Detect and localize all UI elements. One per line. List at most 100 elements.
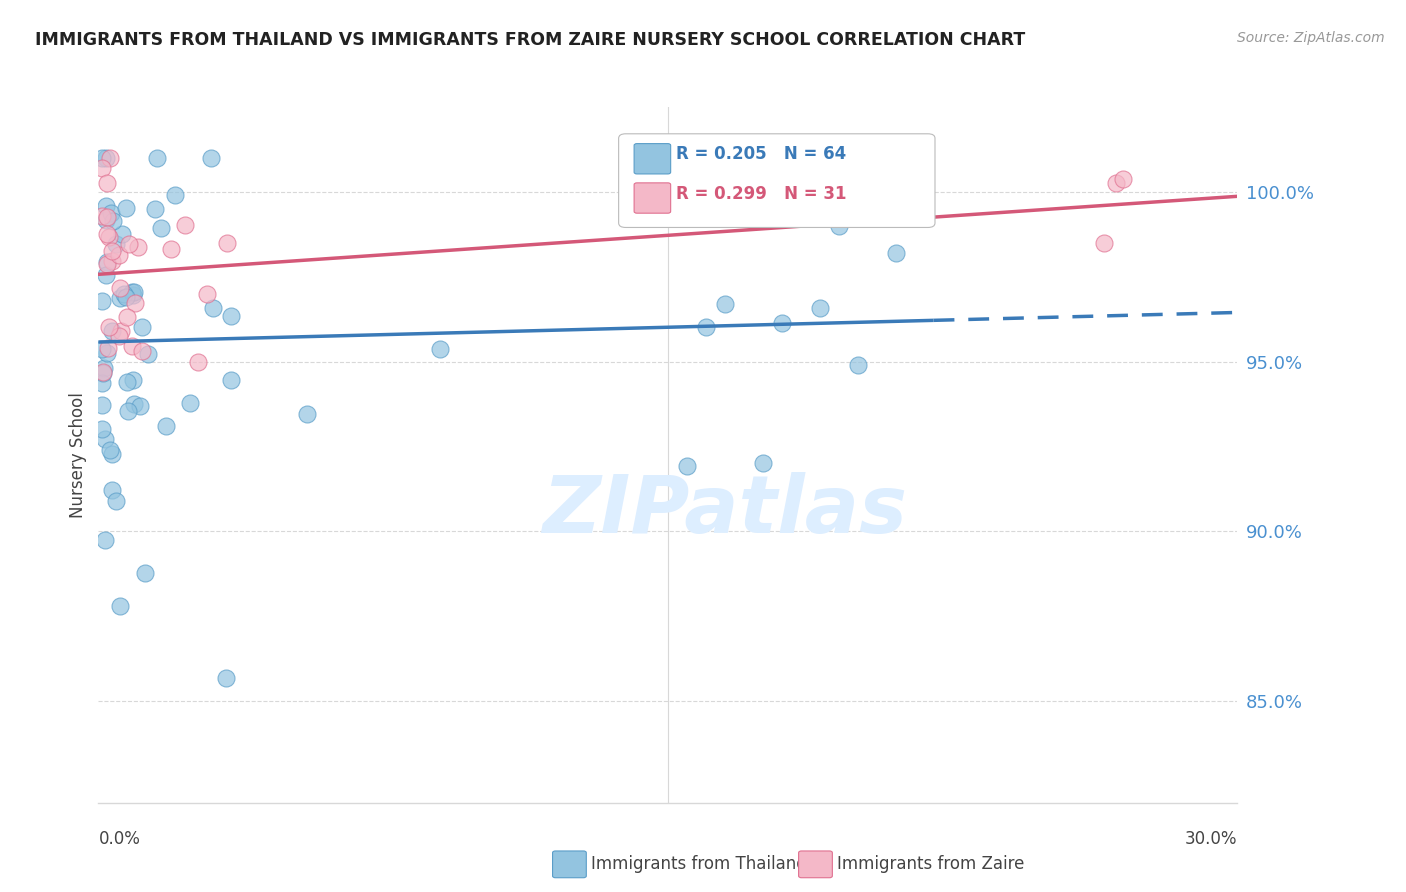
- Point: [108, 248, 131, 262]
- Point: [179, 395, 201, 409]
- Point: [122, 373, 145, 387]
- Point: [146, 151, 169, 165]
- Point: [187, 355, 209, 369]
- Point: [808, 301, 831, 315]
- Point: [121, 339, 143, 353]
- Point: [115, 375, 138, 389]
- Text: Immigrants from Zaire: Immigrants from Zaire: [837, 855, 1024, 873]
- Point: [217, 235, 239, 250]
- Point: [122, 287, 145, 301]
- Point: [201, 301, 224, 316]
- Text: ZIPatlas: ZIPatlas: [543, 472, 907, 549]
- Point: [1112, 171, 1135, 186]
- Point: [200, 151, 222, 165]
- Point: [108, 281, 131, 295]
- Text: R = 0.299   N = 31: R = 0.299 N = 31: [676, 185, 846, 202]
- Point: [221, 373, 243, 387]
- Point: [131, 344, 153, 359]
- Point: [93, 366, 115, 380]
- Point: [110, 599, 132, 613]
- Point: [108, 291, 131, 305]
- Point: [110, 324, 132, 338]
- Point: [134, 566, 156, 581]
- Point: [94, 199, 117, 213]
- Point: [91, 366, 114, 380]
- Point: [429, 342, 451, 356]
- Point: [131, 320, 153, 334]
- Point: [93, 361, 115, 376]
- Point: [884, 246, 907, 260]
- Point: [884, 207, 907, 221]
- Point: [124, 397, 146, 411]
- Y-axis label: Nursery School: Nursery School: [69, 392, 87, 518]
- Point: [110, 227, 132, 241]
- Point: [118, 237, 141, 252]
- Point: [115, 290, 138, 304]
- Point: [98, 151, 121, 165]
- Point: [98, 443, 121, 458]
- Text: R = 0.205   N = 64: R = 0.205 N = 64: [676, 145, 846, 163]
- Point: [105, 237, 128, 252]
- Point: [108, 329, 131, 343]
- Point: [94, 432, 117, 446]
- Point: [150, 220, 173, 235]
- Point: [155, 419, 177, 434]
- Point: [714, 297, 737, 311]
- Point: [104, 494, 127, 508]
- Point: [846, 358, 869, 372]
- Point: [91, 422, 114, 436]
- Point: [215, 671, 238, 685]
- Point: [94, 212, 117, 227]
- Point: [160, 242, 183, 256]
- Point: [138, 347, 160, 361]
- Point: [114, 201, 136, 215]
- Point: [91, 161, 114, 175]
- Point: [695, 320, 717, 334]
- Point: [121, 285, 143, 300]
- Point: [96, 211, 118, 225]
- Text: IMMIGRANTS FROM THAILAND VS IMMIGRANTS FROM ZAIRE NURSERY SCHOOL CORRELATION CHA: IMMIGRANTS FROM THAILAND VS IMMIGRANTS F…: [35, 31, 1025, 49]
- Text: Source: ZipAtlas.com: Source: ZipAtlas.com: [1237, 31, 1385, 45]
- Point: [112, 286, 135, 301]
- Point: [195, 286, 218, 301]
- Point: [96, 268, 118, 282]
- Point: [752, 456, 775, 470]
- Point: [101, 254, 124, 268]
- Point: [163, 188, 186, 202]
- Point: [98, 230, 121, 244]
- Point: [174, 218, 197, 232]
- Point: [117, 404, 139, 418]
- Point: [122, 285, 145, 300]
- Point: [115, 310, 138, 325]
- Point: [91, 376, 114, 391]
- Text: 0.0%: 0.0%: [98, 830, 141, 848]
- Point: [100, 206, 122, 220]
- Point: [97, 341, 120, 355]
- Point: [100, 483, 122, 497]
- Point: [96, 256, 118, 270]
- Point: [91, 293, 114, 308]
- Point: [91, 398, 114, 412]
- Point: [91, 209, 114, 223]
- Point: [94, 151, 117, 165]
- Point: [1094, 235, 1116, 250]
- Point: [97, 320, 120, 334]
- Point: [143, 202, 166, 216]
- Point: [828, 219, 851, 233]
- Point: [96, 255, 118, 269]
- Point: [124, 295, 146, 310]
- Point: [101, 447, 124, 461]
- Point: [91, 151, 114, 165]
- Point: [1105, 176, 1128, 190]
- Point: [96, 177, 118, 191]
- Point: [101, 214, 124, 228]
- Point: [96, 227, 118, 242]
- Point: [91, 342, 114, 356]
- Point: [770, 316, 793, 330]
- Point: [219, 310, 242, 324]
- Point: [297, 407, 319, 421]
- Point: [676, 458, 699, 473]
- Point: [127, 240, 149, 254]
- Point: [101, 244, 124, 259]
- Point: [94, 533, 117, 547]
